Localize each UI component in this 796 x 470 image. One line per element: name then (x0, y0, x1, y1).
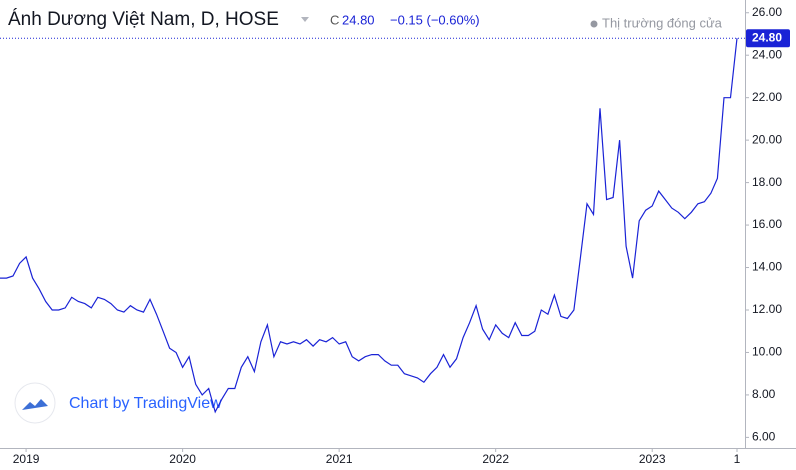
dropdown-icon[interactable] (301, 17, 309, 22)
x-tick-label: 2019 (13, 452, 40, 466)
y-tick-label: 10.00 (752, 345, 782, 359)
y-tick-label: 24.00 (752, 47, 782, 61)
x-tick-label: 2020 (169, 452, 196, 466)
change: −0.15 (−0.60%) (390, 12, 480, 27)
y-tick-label: 22.00 (752, 90, 782, 104)
y-tick-label: 20.00 (752, 132, 782, 146)
y-tick-label: 26.00 (752, 5, 782, 19)
price-line (0, 38, 738, 414)
x-tick-label: 2021 (326, 452, 353, 466)
x-tick-label: 1 (734, 452, 741, 466)
close-prefix: C (330, 12, 339, 27)
x-tick-label: 2023 (639, 452, 666, 466)
chart-title: Ánh Dương Việt Nam, D, HOSE (8, 9, 279, 30)
watermark-icon (22, 399, 48, 410)
y-tick-label: 8.00 (752, 387, 776, 401)
watermark: Chart by TradingView (14, 382, 222, 424)
y-tick-label: 16.00 (752, 217, 782, 231)
y-tick-label: 18.00 (752, 175, 782, 189)
watermark-text: Chart by TradingView (69, 395, 222, 412)
x-tick-label: 2022 (482, 452, 509, 466)
y-tick-label: 6.00 (752, 430, 776, 444)
close-value: 24.80 (342, 12, 375, 27)
status-dot (590, 20, 598, 28)
y-tick-label: 12.00 (752, 302, 782, 316)
watermark-logo (14, 382, 56, 424)
y-tick-label: 14.00 (752, 260, 782, 274)
market-status: Thị trường đóng cửa (602, 15, 723, 30)
last-price-tag (746, 29, 790, 48)
last-price-label: 24.80 (752, 30, 782, 44)
